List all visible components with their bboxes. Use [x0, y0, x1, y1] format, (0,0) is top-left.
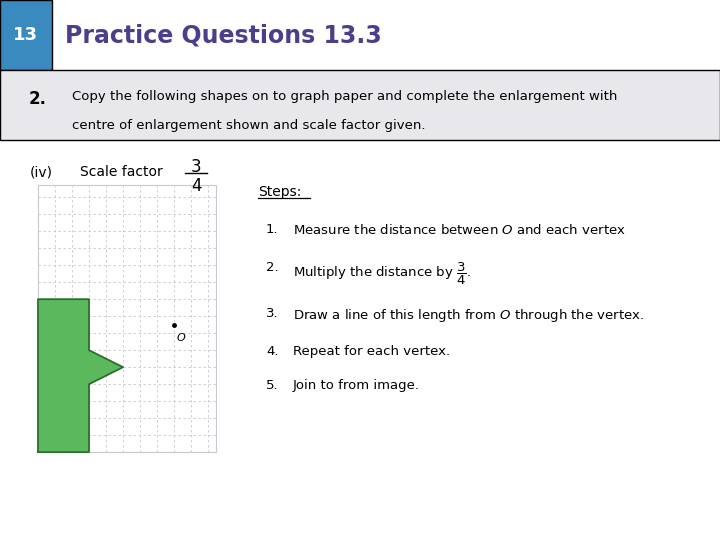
Text: 13: 13	[14, 26, 38, 44]
Polygon shape	[38, 299, 123, 452]
Text: Steps:: Steps:	[258, 185, 302, 199]
Text: 4: 4	[191, 177, 202, 195]
Text: Measure the distance between $\mathit{O}$ and each vertex: Measure the distance between $\mathit{O}…	[293, 224, 626, 237]
Text: Scale factor: Scale factor	[80, 165, 163, 179]
Text: centre of enlargement shown and scale factor given.: centre of enlargement shown and scale fa…	[72, 119, 426, 132]
Text: Join to from image.: Join to from image.	[293, 379, 420, 392]
Text: 4.: 4.	[266, 345, 279, 358]
Text: 2.: 2.	[29, 90, 47, 108]
Text: (iv): (iv)	[30, 165, 53, 179]
Text: Repeat for each vertex.: Repeat for each vertex.	[293, 345, 450, 358]
Text: 3: 3	[191, 158, 202, 177]
Text: 1.: 1.	[266, 224, 279, 237]
Text: Practice Questions 13.3: Practice Questions 13.3	[65, 23, 382, 47]
FancyBboxPatch shape	[0, 0, 52, 70]
FancyBboxPatch shape	[0, 70, 720, 140]
Bar	[38, 185, 216, 452]
Text: Draw a line of this length from $\mathit{O}$ through the vertex.: Draw a line of this length from $\mathit…	[293, 307, 644, 324]
Text: 2.: 2.	[266, 261, 279, 274]
Text: 5.: 5.	[266, 379, 279, 392]
Text: 3.: 3.	[266, 307, 279, 320]
Text: Multiply the distance by $\dfrac{3}{4}$.: Multiply the distance by $\dfrac{3}{4}$.	[293, 261, 471, 287]
Text: Copy the following shapes on to graph paper and complete the enlargement with: Copy the following shapes on to graph pa…	[72, 90, 617, 103]
Text: $O$: $O$	[176, 330, 186, 343]
